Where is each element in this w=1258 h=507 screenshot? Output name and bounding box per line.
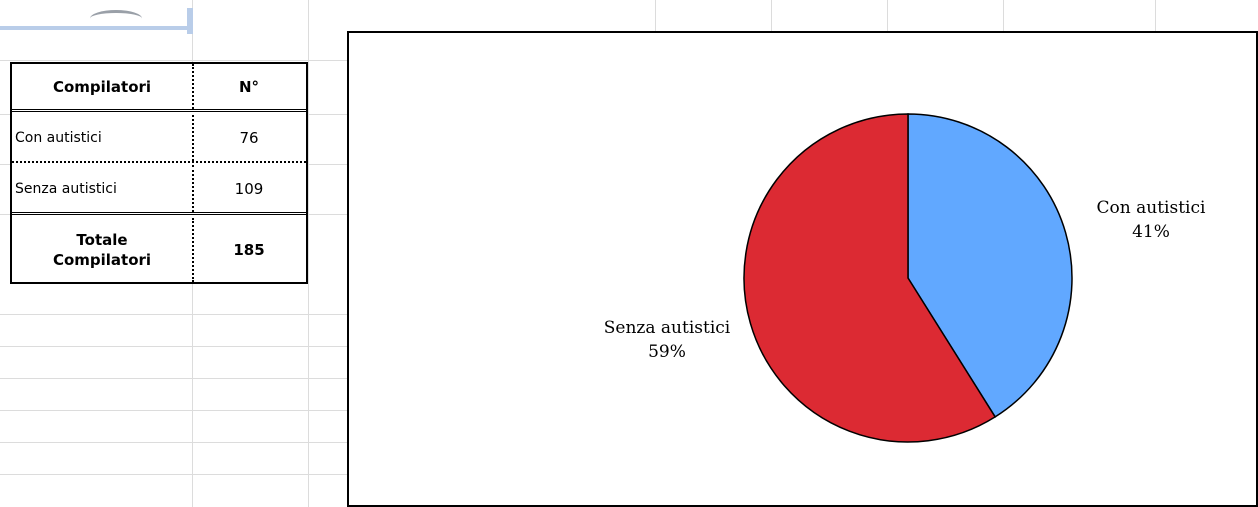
grid-column-line: [308, 0, 309, 507]
row-label-cell[interactable]: Con autistici: [15, 130, 102, 146]
grid-row-line: [0, 346, 347, 347]
grid-column-line: [771, 0, 772, 31]
grid-column-line: [1155, 0, 1156, 31]
total-label-cell[interactable]: Totale Compilatori: [12, 218, 192, 282]
grid-column-line: [887, 0, 888, 31]
grid-column-line: [655, 0, 656, 31]
pie-slice-con-autistici[interactable]: [907, 113, 1073, 418]
slice-label-percent: 59%: [648, 342, 686, 362]
compilatori-table: Compilatori N° Con autistici 76 Senza au…: [10, 62, 308, 284]
row-value-cell[interactable]: 109: [234, 179, 264, 198]
table-row: Con autistici 76: [12, 115, 306, 163]
grid-row-line: [0, 378, 347, 379]
table-row: Senza autistici 109: [12, 165, 306, 215]
partial-shape: [90, 10, 142, 27]
row-value-cell[interactable]: 76: [239, 129, 259, 147]
pie-chart: Con autistici 41% Senza autistici 59%: [604, 113, 1206, 443]
grid-column-line: [1003, 0, 1004, 31]
grid-row-line: [0, 474, 347, 475]
row-label-cell[interactable]: Senza autistici: [15, 180, 117, 197]
table-total-row: Totale Compilatori 185: [12, 218, 306, 282]
header-cell-compilatori[interactable]: Compilatori: [52, 77, 152, 96]
header-cell-count[interactable]: N°: [238, 77, 260, 96]
total-value-cell[interactable]: 185: [233, 241, 265, 259]
selection-highlight: [0, 26, 192, 30]
grid-row-line: [0, 442, 347, 443]
total-label-line2: Compilatori: [52, 251, 152, 269]
total-label-line1: Totale: [76, 230, 128, 249]
grid-row-line: [0, 314, 347, 315]
pie-slice-senza-autistici[interactable]: [743, 113, 997, 443]
selection-handle[interactable]: [187, 8, 193, 34]
slice-label-name: Con autistici: [1097, 198, 1206, 218]
column-separator: [192, 218, 194, 282]
column-separator: [192, 165, 194, 212]
column-separator: [192, 64, 194, 109]
table-header-row: Compilatori N°: [12, 64, 306, 112]
pie-chart-frame[interactable]: Con autistici 41% Senza autistici 59%: [347, 31, 1258, 507]
column-separator: [192, 115, 194, 161]
grid-row-line: [0, 410, 347, 411]
slice-label-percent: 41%: [1132, 222, 1170, 242]
slice-label-name: Senza autistici: [604, 318, 731, 338]
grid-row-line: [0, 60, 347, 61]
